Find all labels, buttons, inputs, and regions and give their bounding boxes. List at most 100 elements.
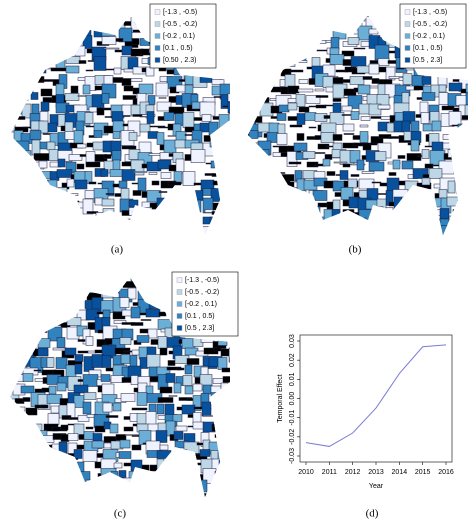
map-region	[97, 15, 114, 19]
map-region	[121, 230, 132, 232]
map-region	[268, 19, 278, 30]
map-region	[154, 487, 164, 497]
map-region	[49, 47, 59, 56]
map-region	[77, 339, 86, 342]
map-region	[378, 220, 394, 228]
map-region	[165, 470, 176, 482]
map-region	[10, 359, 16, 366]
map-region	[29, 130, 42, 140]
map-region	[350, 56, 367, 67]
map-region	[167, 212, 180, 216]
map-region	[110, 471, 119, 487]
map-region	[10, 58, 15, 64]
map-region	[359, 124, 369, 128]
map-region	[226, 412, 230, 423]
map-region	[25, 67, 42, 71]
map-region	[115, 38, 124, 42]
map-region	[250, 15, 267, 18]
map-region	[82, 401, 92, 415]
map-region	[82, 84, 91, 95]
map-region	[10, 177, 17, 194]
map-region	[164, 199, 173, 208]
map-region	[167, 360, 176, 366]
map-region	[10, 114, 16, 120]
map-region	[356, 226, 372, 235]
map-region	[233, 124, 248, 131]
map-region	[440, 225, 455, 235]
map-region	[146, 354, 161, 368]
map-region	[85, 479, 97, 494]
map-region	[19, 207, 29, 219]
map-region	[14, 57, 30, 60]
x-axis-label: Year	[369, 483, 384, 490]
map-region	[66, 280, 83, 290]
map-region	[61, 415, 72, 420]
map-region	[157, 303, 173, 310]
x-tick-label: 2015	[415, 469, 431, 476]
map-region	[41, 300, 51, 305]
map-region	[252, 116, 263, 123]
map-region	[129, 228, 145, 235]
map-region	[182, 375, 193, 386]
legend-label: [-1.3 , -0.5)	[163, 9, 197, 16]
map-region	[213, 347, 222, 352]
map-region	[361, 171, 375, 174]
map-region	[470, 23, 474, 26]
map-region	[82, 488, 96, 497]
legend-swatch	[404, 57, 411, 63]
x-tick-label: 2012	[345, 469, 361, 476]
map-region	[222, 423, 230, 430]
map-region	[175, 425, 188, 432]
map-region	[211, 69, 223, 73]
map-region	[21, 423, 31, 437]
map-region	[65, 65, 80, 74]
map-region	[157, 482, 171, 489]
map-region	[169, 193, 181, 200]
map-region	[48, 209, 60, 223]
map-region	[94, 225, 106, 234]
map-region	[178, 482, 191, 486]
map-region	[365, 199, 379, 210]
map-region	[342, 123, 355, 132]
map-region	[442, 142, 457, 150]
map-region	[82, 450, 98, 462]
map-region	[10, 142, 14, 152]
map-region	[150, 221, 162, 230]
map-region	[298, 106, 310, 113]
map-region	[40, 472, 50, 477]
map-region	[13, 179, 27, 192]
map-region	[83, 392, 97, 400]
map-region	[209, 216, 223, 233]
map-region	[21, 18, 38, 28]
map-region	[260, 15, 271, 17]
map-region	[251, 79, 263, 85]
map-region	[211, 173, 224, 177]
map-region	[139, 123, 151, 133]
map-region	[76, 143, 87, 149]
map-region	[403, 206, 416, 222]
map-region	[52, 283, 69, 289]
map-region	[105, 219, 114, 227]
map-region	[158, 472, 169, 475]
map-region	[401, 120, 411, 133]
map-region	[465, 206, 468, 218]
map-region	[128, 207, 143, 216]
map-region	[51, 463, 65, 472]
map-region	[217, 206, 228, 215]
map-region	[41, 10, 51, 14]
map-region	[280, 174, 295, 182]
map-region	[30, 208, 43, 216]
map-region	[459, 164, 468, 167]
map-region	[371, 220, 383, 223]
map-region	[12, 300, 24, 316]
map-region	[57, 158, 66, 168]
map-region	[276, 133, 288, 145]
map-region	[70, 85, 79, 94]
map-region	[176, 202, 191, 209]
map-region	[276, 113, 287, 121]
map-region	[67, 433, 79, 441]
map-region	[10, 345, 17, 359]
map-region	[371, 181, 382, 184]
map-region	[423, 212, 437, 215]
map-region	[147, 328, 158, 339]
